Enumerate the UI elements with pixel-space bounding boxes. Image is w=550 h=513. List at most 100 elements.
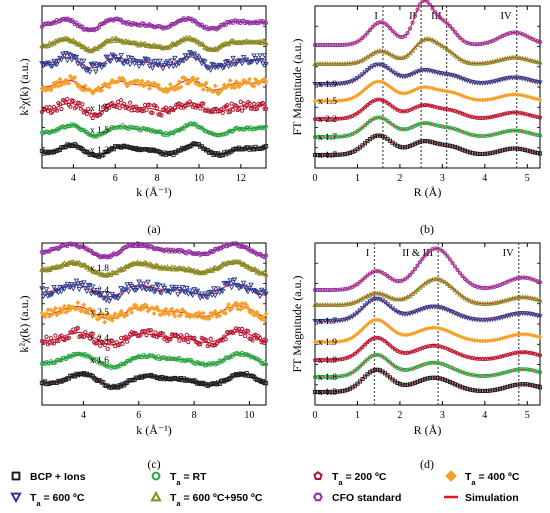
data-point	[480, 285, 485, 290]
data-point	[235, 20, 241, 25]
data-point	[462, 148, 468, 153]
data-point	[193, 80, 199, 86]
data-point	[161, 62, 168, 69]
data-point	[527, 94, 533, 100]
data-point	[384, 49, 391, 55]
data-point	[477, 133, 483, 139]
x-axis-label: R (Å)	[414, 185, 442, 199]
data-point	[362, 359, 368, 364]
data-point	[415, 7, 420, 12]
data-point	[96, 253, 102, 258]
data-point	[133, 104, 139, 109]
data-point	[457, 271, 463, 276]
data-point	[143, 287, 150, 293]
data-point	[138, 354, 143, 360]
data-point	[345, 151, 350, 156]
data-point	[520, 93, 525, 98]
data-point	[179, 57, 186, 63]
data-point	[61, 53, 68, 59]
series-t600950	[312, 36, 543, 67]
data-point	[251, 53, 257, 59]
data-point	[395, 279, 400, 284]
data-point	[364, 301, 371, 307]
data-point	[465, 371, 470, 376]
data-point	[164, 59, 171, 65]
data-point	[133, 58, 139, 65]
data-point	[467, 297, 473, 303]
data-point	[377, 336, 383, 341]
data-point	[435, 375, 440, 381]
data-point	[84, 26, 90, 32]
data-point	[439, 277, 446, 283]
data-point	[332, 134, 338, 139]
data-point	[452, 144, 458, 150]
data-point	[82, 83, 88, 89]
data-point	[218, 288, 224, 294]
data-point	[151, 62, 157, 68]
data-point	[459, 293, 466, 299]
data-point	[111, 103, 116, 108]
data-point	[76, 259, 83, 265]
data-point	[495, 131, 500, 136]
scale-factor-label: x 1.5	[318, 97, 337, 107]
data-point	[227, 61, 233, 67]
data-point	[106, 105, 112, 110]
data-point	[450, 126, 455, 131]
data-point	[507, 313, 513, 319]
data-point	[51, 285, 57, 291]
data-point	[385, 373, 390, 378]
data-point	[239, 300, 245, 306]
data-point	[158, 290, 165, 296]
data-point	[387, 294, 393, 300]
series-t600950	[39, 258, 269, 278]
data-point	[440, 124, 445, 129]
data-point	[327, 288, 333, 292]
data-point	[440, 344, 445, 349]
data-point	[515, 128, 520, 133]
data-point	[537, 151, 543, 156]
data-point	[79, 307, 85, 313]
data-point	[452, 287, 458, 293]
data-point	[327, 61, 333, 67]
data-point	[475, 388, 480, 393]
data-point	[116, 294, 123, 300]
data-point	[61, 286, 68, 292]
data-point	[519, 294, 526, 300]
data-point	[512, 128, 518, 133]
data-point	[262, 254, 267, 260]
data-point	[56, 338, 61, 344]
data-point	[139, 108, 145, 114]
data-point	[329, 61, 336, 67]
data-point	[223, 103, 228, 109]
data-point	[389, 52, 396, 58]
data-point	[97, 343, 103, 348]
data-point	[212, 308, 218, 314]
data-point	[515, 146, 520, 151]
data-point	[514, 311, 521, 317]
simulation-line	[315, 337, 541, 361]
data-point	[470, 373, 475, 378]
data-point	[369, 297, 376, 303]
data-point	[432, 360, 438, 365]
data-point	[94, 288, 101, 294]
data-point	[372, 290, 378, 296]
data-point	[220, 110, 226, 115]
data-point	[197, 105, 203, 111]
data-point	[181, 337, 187, 342]
data-point	[402, 145, 408, 150]
data-point	[184, 56, 190, 62]
data-point	[54, 288, 60, 294]
data-point	[246, 285, 253, 292]
y-axis-label: k²χ(k) (a.u.)	[17, 58, 31, 115]
data-point	[417, 68, 423, 74]
scale-factor-label: x 2.5	[90, 308, 109, 318]
data-point	[85, 28, 91, 33]
data-point	[94, 26, 100, 31]
data-point	[417, 260, 423, 265]
data-point	[185, 16, 191, 21]
data-point	[253, 332, 258, 337]
data-point	[201, 291, 208, 297]
data-point	[160, 66, 166, 72]
data-point	[163, 306, 169, 312]
data-point	[233, 61, 239, 67]
